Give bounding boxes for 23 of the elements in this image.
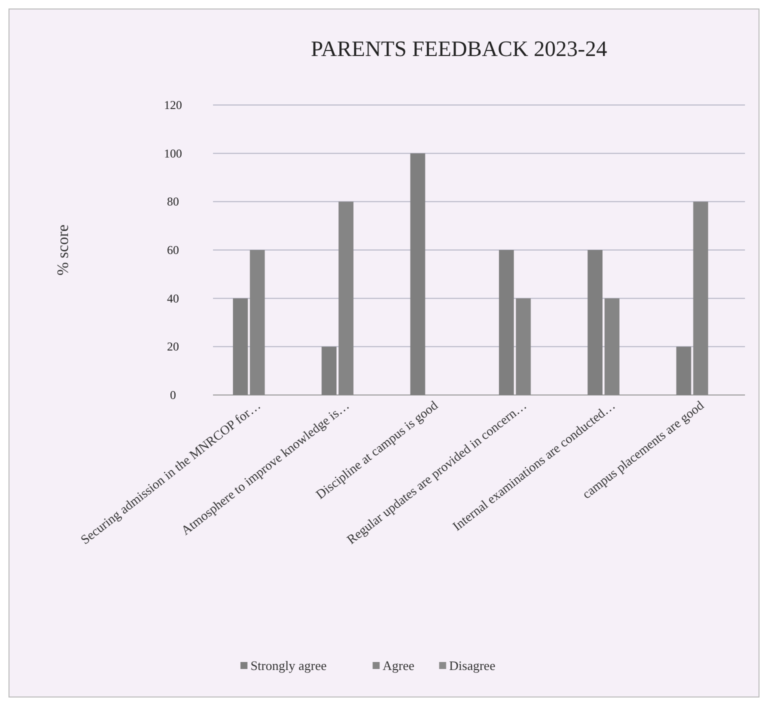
bar xyxy=(693,202,708,395)
y-tick-label: 20 xyxy=(167,340,179,354)
legend-label: Agree xyxy=(382,658,415,673)
legend-label: Strongly agree xyxy=(250,658,327,673)
bar xyxy=(516,298,531,395)
bar xyxy=(322,346,337,395)
y-tick-label: 80 xyxy=(167,194,179,209)
bar xyxy=(604,298,620,395)
legend-label: Disagree xyxy=(449,658,496,673)
bar xyxy=(250,250,265,395)
y-tick-label: 120 xyxy=(164,98,182,112)
y-tick-label: 40 xyxy=(167,291,179,306)
bar xyxy=(676,346,692,395)
bar xyxy=(232,298,248,395)
bar xyxy=(498,250,514,395)
bar xyxy=(588,250,603,395)
y-axis-title: % score xyxy=(55,224,72,276)
bar xyxy=(338,202,354,395)
y-tick-label: 0 xyxy=(170,388,176,402)
chart-title: PARENTS FEEDBACK 2023-24 xyxy=(310,36,608,61)
y-tick-label: 60 xyxy=(167,243,179,257)
y-tick-label: 100 xyxy=(164,146,182,160)
bar xyxy=(410,153,426,395)
